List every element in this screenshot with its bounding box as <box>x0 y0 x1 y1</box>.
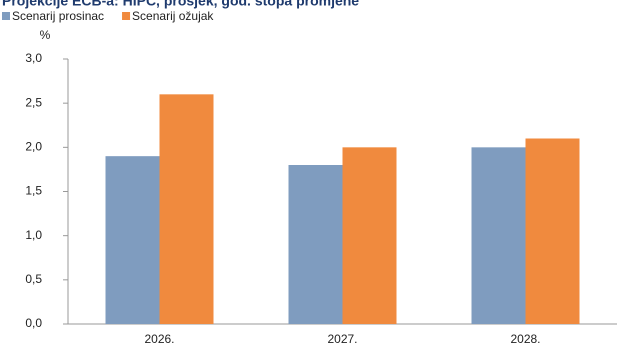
legend-swatch <box>2 12 10 20</box>
legend-swatch <box>122 12 131 20</box>
x-tick-label: 2026. <box>144 332 174 346</box>
y-tick-label: 2,0 <box>25 140 42 154</box>
y-axis-label: % <box>40 28 51 42</box>
bar <box>159 94 214 324</box>
y-tick-label: 0,5 <box>25 272 42 286</box>
bar <box>342 147 397 324</box>
bar <box>471 147 526 324</box>
bar <box>288 165 343 324</box>
y-tick-label: 2,5 <box>25 95 42 109</box>
legend-label: Scenarij ožujak <box>132 9 214 23</box>
bar <box>525 138 580 324</box>
x-tick-label: 2027. <box>327 332 357 346</box>
y-tick-label: 3,0 <box>25 51 42 65</box>
bar <box>105 156 160 324</box>
chart-title: Projekcije ECB-a: HIPC, prosjek, god. st… <box>2 0 359 9</box>
y-tick-label: 1,0 <box>25 228 42 242</box>
y-tick-label: 0,0 <box>25 316 42 330</box>
x-tick-label: 2028. <box>510 332 540 346</box>
y-tick-label: 1,5 <box>25 184 42 198</box>
legend-label: Scenarij prosinac <box>12 9 104 23</box>
